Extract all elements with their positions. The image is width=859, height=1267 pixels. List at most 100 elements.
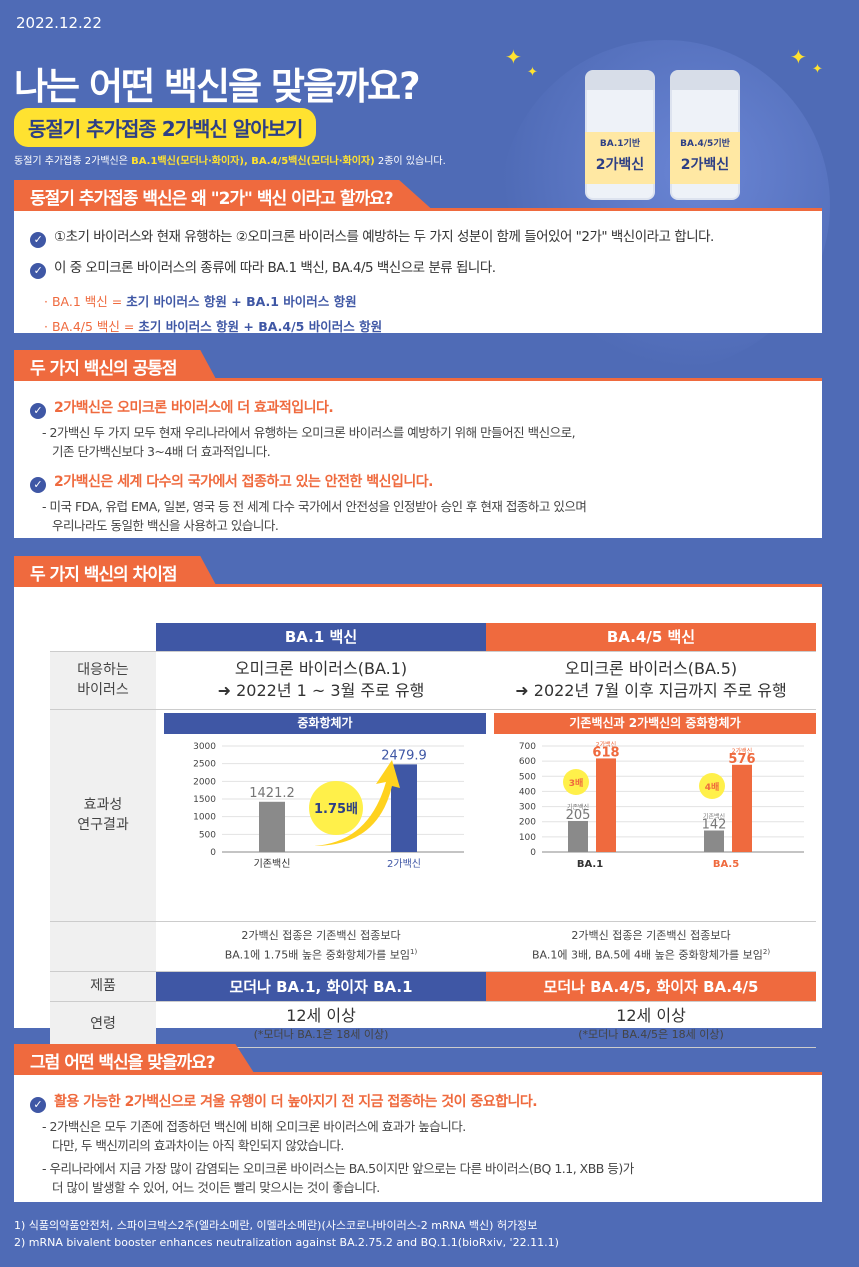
multiplier-label: 4배 [705,781,720,793]
series-label: 기존백신 [567,802,589,810]
bar-BA.1-2가백신 [596,757,616,852]
x-tick-label: BA.5 [713,859,739,870]
intro-text: 동절기 추가접종 2가백신은 BA.1백신(모더나·화이자), BA.4/5백신… [14,156,446,167]
y-tick-label: 500 [199,830,216,840]
section-heading-diff: 두 가지 백신의 차이점 [14,556,217,586]
ba45-product: 모더나 BA.4/5, 화이자 BA.4/5 [486,971,816,1002]
y-tick-label: 1000 [193,812,216,822]
multiplier-badge [309,780,363,835]
vaccine-bottle-ba45: BA.4/5기반 2가백신 [670,70,740,200]
footnote-1: 1) 식품의약품안전처, 스파이크박스2주(엘라소메란, 이멜라소메란)(사스코… [14,1219,538,1232]
which-details: - 2가백신은 모두 기존에 접종하던 백신에 비해 오미크론 바이러스에 효과… [42,1119,634,1195]
multiplier-label: 1.75배 [314,801,358,817]
why-line-1: ✓ ①초기 바이러스와 현재 유행하는 ②오미크론 바이러스를 예방하는 두 가지… [30,225,822,248]
row-label-efficacy: 효과성 연구결과 [50,709,156,922]
common-point-2: ✓ 2가백신은 세계 다수의 국가에서 접종하고 있는 안전한 백신입니다. [30,471,822,493]
row-label-product: 제품 [50,971,156,1002]
ba45-age: 12세 이상 (*모더나 BA.4/5은 18세 이상) [486,1001,816,1048]
row-label-virus: 대응하는 바이러스 [50,651,156,710]
check-icon: ✓ [30,263,46,279]
chart-cell-ba45: 기존백신과 2가백신의 중화항체가 0 100 200 300 400 500 600 700… [486,709,816,922]
y-tick-label: 2500 [193,759,216,769]
comparison-table: BA.1 백신 BA.4/5 백신 대응하는 바이러스 오미크론 바이러스(BA… [50,623,816,1048]
common-point-1-detail: - 2가백신 두 가지 모두 현재 우리나라에서 유행하는 오미크론 바이러스를… [42,425,576,459]
growth-arrow [314,759,400,846]
which-main-point: ✓ 활용 가능한 2가백신으로 겨울 유행이 더 높아지기 전 지금 접종하는 것… [30,1091,822,1113]
page-subtitle: 동절기 추가접종 2가백신 알아보기 [14,108,317,147]
check-icon: ✓ [30,403,46,419]
y-tick-label: 0 [210,848,216,858]
ba1-formula: · BA.1 백신 = 초기 바이러스 항원 + BA.1 바이러스 항원 [44,294,357,309]
y-tick-label: 200 [519,817,536,827]
data-label: 576 [728,751,755,766]
sparkle-icon: ✦ [527,65,538,80]
y-tick-label: 1500 [193,795,216,805]
sparkle-icon: ✦ [505,45,522,69]
bar-BA.1-기존백신 [568,820,588,852]
y-tick-label: 100 [519,832,536,842]
ba45-formula: · BA.4/5 백신 = 초기 바이러스 항원 + BA.4/5 바이러스 항… [44,319,383,334]
multiplier-badge [563,768,589,795]
x-tick-label: BA.1 [577,859,603,870]
chart-cell-ba1: 중화항체가 0 500 1000 1500 2000 2500 3000 1421.2 기존백신… [156,709,486,922]
ba1-age: 12세 이상 (*모더나 BA.1은 18세 이상) [156,1001,486,1048]
y-tick-label: 400 [519,787,536,797]
multiplier-badge [699,772,725,799]
col-header-ba45: BA.4/5 백신 [486,623,816,652]
check-icon: ✓ [30,477,46,493]
bar-기존백신 [259,801,285,852]
data-label: 618 [592,745,619,760]
bar-BA.5-2가백신 [732,764,752,852]
section-heading-which: 그럼 어떤 백신을 맞을까요? [14,1044,255,1074]
section-heading-common: 두 가지 백신의 공통점 [14,350,217,380]
check-icon: ✓ [30,1097,46,1113]
data-label: 142 [702,817,727,832]
ba45-virus: 오미크론 바이러스(BA.5) ➜ 2022년 7월 이후 지금까지 주로 유행 [486,651,816,710]
chart2-header: 기존백신과 2가백신의 중화항체가 [494,712,816,734]
vaccine-bottle-ba1: BA.1기반 2가백신 [585,70,655,200]
series-label: 2가백신 [596,740,616,748]
bottle-label-top: BA.1기반 [599,139,641,149]
ba1-virus: 오미크론 바이러스(BA.1) ➜ 2022년 1 ~ 3월 주로 유행 [156,651,486,710]
publish-date: 2022.12.22 [16,14,102,32]
sparkle-icon: ✦ [812,62,823,77]
common-point-2-detail: - 미국 FDA, 유럽 EMA, 일본, 영국 등 전 세계 다수 국가에서 … [42,499,587,533]
y-tick-label: 300 [519,802,536,812]
y-tick-label: 700 [519,742,536,752]
section-heading-why: 동절기 추가접종 백신은 왜 "2가" 백신 이라고 할까요? [14,180,433,210]
series-label: 기존백신 [703,812,725,820]
bottle-label-main: 2가백신 [595,157,645,173]
check-icon: ✓ [30,232,46,248]
y-tick-label: 2000 [193,777,216,787]
page-title: 나는 어떤 백신을 맞을까요? [14,65,421,108]
chart1-header: 중화항체가 [164,712,486,734]
x-tick-label: 2가백신 [387,858,421,870]
y-tick-label: 500 [519,772,536,782]
data-label: 205 [566,807,591,822]
card-common: ✓ 2가백신은 오미크론 바이러스에 더 효과적입니다. - 2가백신 두 가지 … [14,378,822,538]
series-label: 2가백신 [732,746,752,754]
y-tick-label: 3000 [193,742,216,752]
data-label: 2479.9 [381,748,427,763]
multiplier-label: 3배 [569,777,584,789]
chart-ba45: 0100200300400500600700기존백신2052가백신618BA.1… [519,740,804,870]
bottle-label-top: BA.4/5기반 [680,139,730,149]
col-header-ba1: BA.1 백신 [156,623,486,652]
y-tick-label: 0 [530,848,536,858]
y-tick-label: 600 [519,757,536,767]
footnote-2: 2) mRNA bivalent booster enhances neutra… [14,1236,559,1249]
x-tick-label: 기존백신 [254,858,291,870]
row-label-age: 연령 [50,1001,156,1048]
card-which: ✓ 활용 가능한 2가백신으로 겨울 유행이 더 높아지기 전 지금 접종하는 것… [14,1072,822,1202]
data-label: 1421.2 [249,785,295,800]
chart-ba1: 0 500 1000 1500 2000 2500 3000 1421.2 기존백신 2479.9… [193,742,464,870]
chart1-note: 2가백신 접종은 기존백신 접종보다 BA.1에 1.75배 높은 중화항체가를 … [156,921,486,972]
card-diff: BA.1 백신 BA.4/5 백신 대응하는 바이러스 오미크론 바이러스(BA… [14,584,822,1048]
bar-BA.5-기존백신 [704,829,724,852]
chart2-note: 2가백신 접종은 기존백신 접종보다 BA.1에 3배, BA.5에 4배 높은 … [486,921,816,972]
card-why: ✓ ①초기 바이러스와 현재 유행하는 ②오미크론 바이러스를 예방하는 두 가지… [14,208,822,334]
bottle-label-main: 2가백신 [680,157,730,173]
common-point-1: ✓ 2가백신은 오미크론 바이러스에 더 효과적입니다. [30,397,822,419]
why-line-2: ✓ 이 중 오미크론 바이러스의 종류에 따라 BA.1 백신, BA.4/5 백… [30,256,822,279]
ba1-product: 모더나 BA.1, 화이자 BA.1 [156,971,486,1002]
